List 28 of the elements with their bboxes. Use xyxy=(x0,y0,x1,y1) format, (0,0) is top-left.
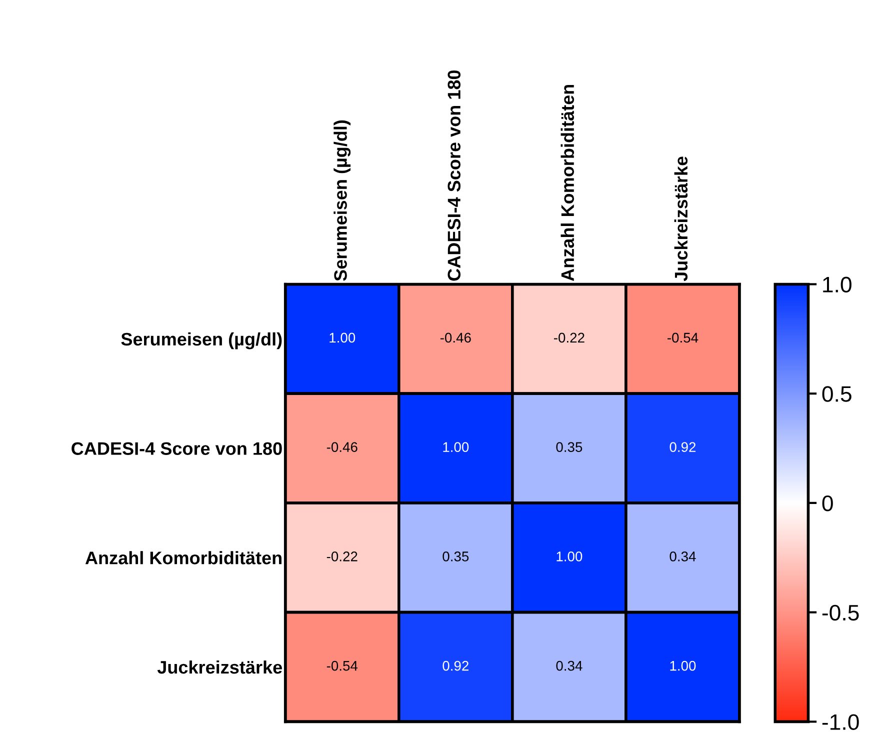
x-tick-label: Anzahl Komorbiditäten xyxy=(560,84,574,281)
data-label: 1.00 xyxy=(330,332,356,343)
y-tick-label: Serumeisen (µg/dl) xyxy=(121,332,282,350)
data-label: 0.92 xyxy=(442,660,468,671)
color-bar-label: 0 xyxy=(822,495,833,512)
data-label: 1.00 xyxy=(443,442,469,452)
x-tick-label: Juckreizstärke xyxy=(674,156,688,282)
x-tick-label: CADESI-4 Score von 180 xyxy=(448,70,461,281)
color-bar-label: 0.5 xyxy=(822,386,852,402)
y-tick-label: CADESI-4 Score von 180 xyxy=(72,442,282,455)
data-label: 1.00 xyxy=(556,552,582,562)
color-bar-label: -0.5 xyxy=(822,604,859,621)
data-label: -0.22 xyxy=(554,332,584,343)
data-label: 0.35 xyxy=(442,552,469,562)
data-label: 0.92 xyxy=(670,442,696,452)
data-label: -0.46 xyxy=(326,442,358,452)
data-label: 0.35 xyxy=(556,442,582,452)
data-label: -0.54 xyxy=(326,660,358,671)
data-label: 0.34 xyxy=(670,552,696,562)
data-label: -0.22 xyxy=(326,552,358,562)
y-tick-label: Juckreizstärke xyxy=(157,660,282,674)
data-label: -0.54 xyxy=(668,332,698,343)
data-label: 0.34 xyxy=(556,660,582,671)
y-tick-label: Anzahl Komorbiditäten xyxy=(85,551,282,564)
color-bar-label: 1.0 xyxy=(823,276,852,292)
color-bar-label: -1.0 xyxy=(822,714,859,730)
data-label: -0.46 xyxy=(440,332,471,343)
data-label: 1.00 xyxy=(670,660,696,671)
